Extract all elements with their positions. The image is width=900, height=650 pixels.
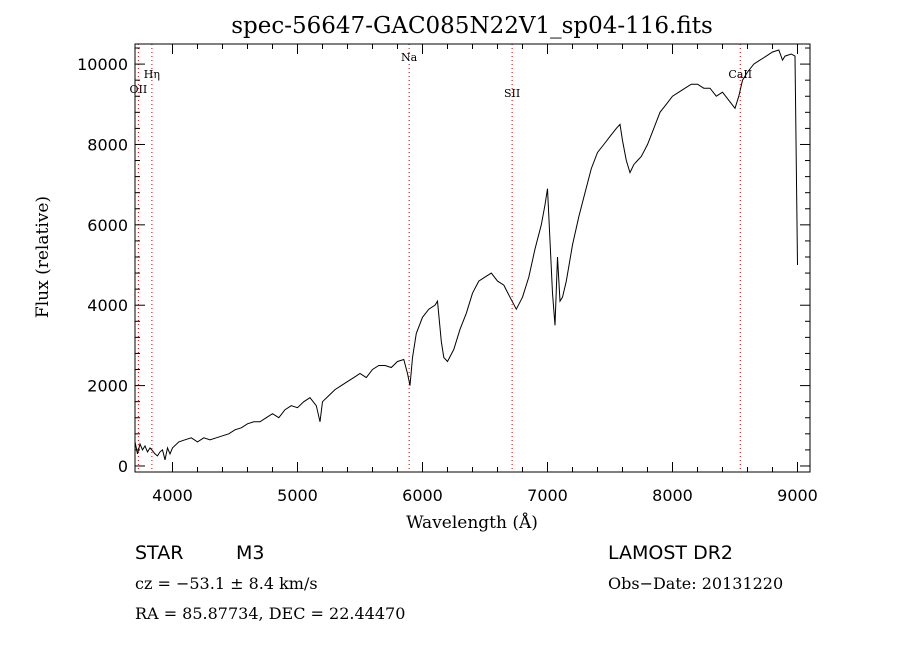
line-markers: OII Hη Na SII CaII xyxy=(130,44,752,472)
line-label-0: OII xyxy=(130,83,148,96)
y-tick-labels: 0 2000 4000 6000 8000 10000 xyxy=(77,55,128,476)
x-tick-label: 8000 xyxy=(652,486,693,505)
y-tick-label: 6000 xyxy=(87,216,128,235)
y-tick-label: 4000 xyxy=(87,296,128,315)
spectrum-line-0 xyxy=(134,49,798,461)
x-tick-labels: 4000 5000 6000 7000 8000 9000 xyxy=(152,486,818,505)
object-subclass: M3 xyxy=(236,542,264,564)
line-label-4: CaII xyxy=(728,68,752,81)
x-tick-label: 4000 xyxy=(152,486,193,505)
observation-date: Obs−Date: 20131220 xyxy=(608,574,783,593)
line-label-1: Hη xyxy=(144,68,160,81)
line-label-3: SII xyxy=(504,87,520,100)
survey-name: LAMOST DR2 xyxy=(608,542,733,564)
plot-frame xyxy=(134,43,811,473)
y-tick-label: 2000 xyxy=(87,377,128,396)
plot-axes xyxy=(134,43,811,473)
x-tick-label: 7000 xyxy=(527,486,568,505)
y-tick-label: 8000 xyxy=(87,135,128,154)
x-tick-label: 9000 xyxy=(777,486,818,505)
y-tick-label: 10000 xyxy=(77,55,128,74)
spectrum-series xyxy=(134,49,798,461)
y-tick-label: 0 xyxy=(118,457,128,476)
y-axis-label: Flux (relative) xyxy=(33,196,53,318)
object-class: STAR xyxy=(135,542,183,564)
x-axis-label: Wavelength (Å) xyxy=(406,512,538,533)
line-label-2: Na xyxy=(401,51,418,64)
x-tick-label: 6000 xyxy=(402,486,443,505)
chart-title: spec-56647-GAC085N22V1_sp04-116.fits xyxy=(231,13,713,39)
coordinates-text: RA = 85.87734, DEC = 22.44470 xyxy=(135,604,405,623)
velocity-text: cz = −53.1 ± 8.4 km/s xyxy=(135,574,318,593)
x-tick-label: 5000 xyxy=(277,486,318,505)
